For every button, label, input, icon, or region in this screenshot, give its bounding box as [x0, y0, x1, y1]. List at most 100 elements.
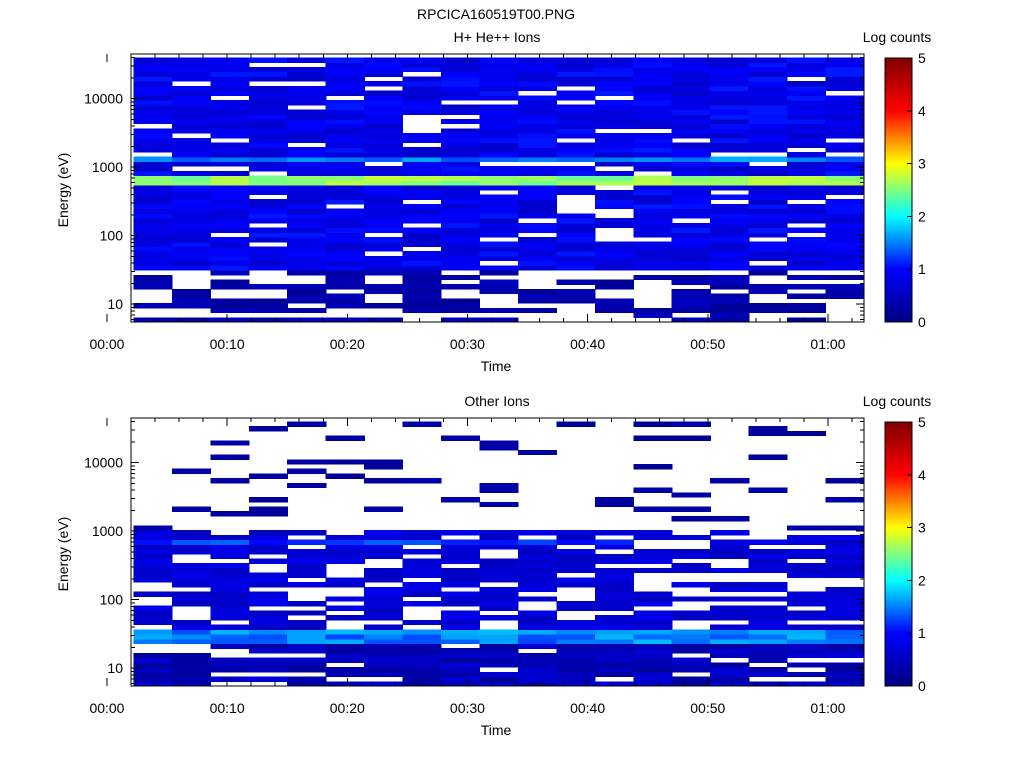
heatmap-cell: [402, 638, 442, 645]
heatmap-cell: [710, 104, 750, 110]
heatmap-cell: [517, 170, 557, 177]
heatmap-cell: [479, 539, 519, 545]
heatmap-cell: [402, 284, 442, 290]
heatmap-cell: [479, 440, 519, 446]
heatmap-cell: [633, 114, 673, 120]
heatmap-cell: [479, 76, 519, 82]
heatmap-cell: [556, 605, 596, 611]
heatmap-cell: [748, 671, 788, 678]
heatmap-cell: [479, 227, 519, 233]
heatmap-cell: [671, 189, 711, 196]
heatmap-cell: [710, 170, 750, 177]
heatmap-cell: [710, 284, 750, 290]
heatmap-cell: [441, 619, 481, 626]
heatmap-cell: [287, 459, 327, 465]
heatmap-cell: [402, 582, 442, 588]
heatmap-cell: [287, 251, 327, 257]
heatmap-cell: [748, 634, 788, 640]
heatmap-cell: [787, 66, 827, 73]
heatmap-cell: [210, 534, 250, 541]
heatmap-cell: [133, 619, 173, 626]
heatmap-cell: [248, 185, 288, 191]
heatmap-cell: [248, 260, 288, 266]
heatmap-cell: [479, 558, 519, 564]
heatmap-cell: [364, 577, 404, 583]
heatmap-cell: [287, 307, 327, 314]
heatmap-cell: [287, 260, 327, 266]
heatmap-cell: [671, 506, 711, 512]
heatmap-cell: [825, 213, 865, 219]
heatmap-cell: [710, 662, 750, 668]
heatmap-cell: [479, 544, 519, 550]
heatmap-cell: [787, 652, 827, 659]
heatmap-cell: [248, 218, 288, 224]
heatmap-cell: [710, 76, 750, 82]
heatmap-cell: [710, 586, 750, 593]
heatmap-cell: [325, 185, 365, 191]
colorbar-label-other: Log counts: [863, 393, 932, 409]
heatmap-cell: [556, 76, 596, 82]
heatmap-cell: [133, 539, 173, 545]
heatmap-cell: [171, 76, 211, 82]
heatmap-cell: [633, 619, 673, 626]
heatmap-cell: [633, 152, 673, 158]
heatmap-cell: [748, 288, 788, 295]
heatmap-cell: [594, 147, 634, 153]
heatmap-cell: [171, 506, 211, 512]
heatmap-cell: [594, 605, 634, 611]
heatmap-cell: [787, 624, 827, 630]
heatmap-cell: [748, 615, 788, 621]
heatmap-cell: [479, 279, 519, 285]
heatmap-cell: [133, 251, 173, 257]
heatmap-cell: [517, 213, 557, 219]
heatmap-cell: [210, 539, 250, 545]
heatmap-cell: [171, 152, 211, 158]
heatmap-cell: [710, 166, 750, 172]
heatmap-cell: [517, 222, 557, 229]
heatmap-cell: [364, 156, 404, 162]
heatmap-cell: [133, 57, 173, 63]
heatmap-cell: [402, 652, 442, 659]
heatmap-cell: [248, 530, 288, 536]
heatmap-cell: [171, 619, 211, 626]
heatmap-cell: [325, 100, 365, 106]
heatmap-cell: [287, 71, 327, 77]
heatmap-cell: [710, 293, 750, 299]
heatmap-cell: [710, 610, 750, 616]
heatmap-cell: [133, 137, 173, 144]
heatmap-cell: [825, 203, 865, 210]
heatmap-cell: [748, 232, 788, 238]
heatmap-cell: [748, 553, 788, 560]
heatmap-cell: [287, 152, 327, 158]
heatmap-cell: [748, 657, 788, 663]
heatmap-cell: [325, 534, 365, 541]
heatmap-cell: [633, 90, 673, 96]
heatmap-cell: [325, 62, 365, 68]
heatmap-cell: [210, 203, 250, 210]
heatmap-cell: [787, 227, 827, 233]
heatmap-cell: [364, 288, 404, 295]
heatmap-cell: [479, 213, 519, 219]
heatmap-cell: [787, 648, 827, 654]
heatmap-cell: [364, 237, 404, 243]
heatmap-cell: [441, 577, 481, 583]
heatmap-cell: [479, 596, 519, 602]
heatmap-cell: [325, 652, 365, 659]
heatmap-cell: [825, 667, 865, 673]
heatmap-cell: [210, 615, 250, 621]
heatmap-cell: [556, 676, 596, 682]
heatmap-cell: [364, 648, 404, 654]
heatmap-cell: [671, 232, 711, 238]
heatmap-cell: [287, 601, 327, 607]
heatmap-cell: [441, 596, 481, 602]
heatmap-cell: [171, 293, 211, 299]
heatmap-cell: [748, 430, 788, 437]
heatmap-cell: [133, 534, 173, 541]
heatmap-cell: [133, 572, 173, 578]
heatmap-cell: [517, 100, 557, 106]
heatmap-cell: [594, 133, 634, 139]
heatmap-cell: [441, 274, 481, 281]
heatmap-cell: [479, 255, 519, 262]
heatmap-cell: [787, 114, 827, 120]
heatmap-cell: [287, 317, 327, 323]
